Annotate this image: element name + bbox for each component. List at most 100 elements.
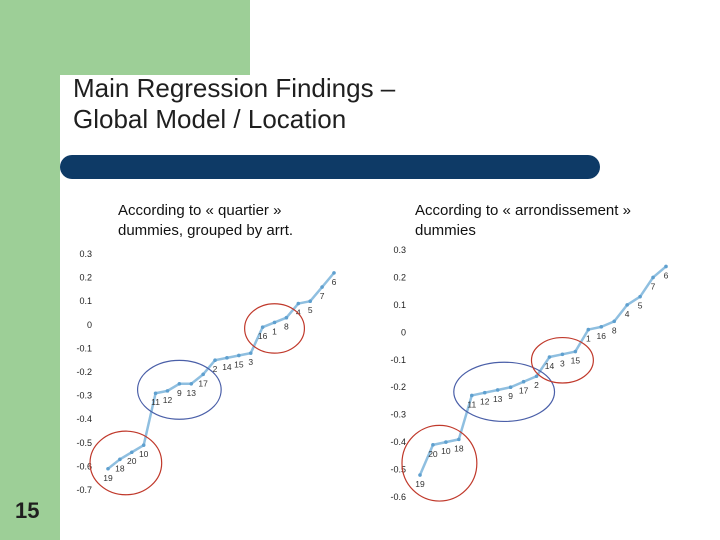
right-chart-point-label: 7 <box>651 281 656 291</box>
right-chart-data-point <box>431 443 435 447</box>
right-chart-data-point <box>638 294 642 299</box>
left-chart-data-point <box>129 450 134 455</box>
right-chart-data-point <box>534 374 539 379</box>
right-chart-point-label: 12 <box>480 397 490 407</box>
decorative-green-block <box>0 0 250 75</box>
right-chart-point-label: 4 <box>625 309 630 319</box>
left-chart-point-label: 16 <box>258 331 268 341</box>
left-chart-y-tick-label: -0.1 <box>76 343 92 353</box>
left-chart-point-label: 8 <box>284 322 289 332</box>
left-chart-data-point <box>296 301 301 306</box>
right-chart-heading: According to « arrondissement » dummies <box>415 201 631 241</box>
left-chart-data-point <box>237 353 241 358</box>
right-chart-data-point <box>457 437 461 442</box>
right-chart-point-label: 18 <box>454 443 464 453</box>
right-chart-highlight-ellipse <box>530 336 594 384</box>
left-chart-point-label: 5 <box>308 305 313 315</box>
slide-number: 15 <box>15 498 40 523</box>
left-chart-data-point <box>201 372 205 377</box>
left-chart-data-point <box>225 356 229 360</box>
right-chart-data-point <box>573 349 578 354</box>
right-chart-data-point <box>599 325 604 329</box>
left-chart-data-point <box>332 271 336 275</box>
right-chart-y-tick-label: -0.4 <box>390 437 406 447</box>
left-chart-point-label: 9 <box>177 388 182 398</box>
right-chart-data-point <box>482 390 487 395</box>
right-chart-y-tick-label: 0.3 <box>393 245 406 255</box>
right-chart-point-label: 19 <box>415 479 425 489</box>
right-chart-y-tick-label: -0.2 <box>390 382 406 392</box>
left-chart-point-label: 6 <box>332 277 337 287</box>
right-chart-data-point <box>444 440 448 444</box>
right-chart-y-tick-label: -0.5 <box>390 465 406 475</box>
right-chart-point-label: 16 <box>597 331 607 341</box>
right-chart-data-point <box>521 379 526 384</box>
left-chart-point-label: 10 <box>139 449 149 459</box>
left-chart-y-tick-label: -0.2 <box>76 367 92 377</box>
right-chart-point-label: 17 <box>519 386 529 396</box>
left-chart-y-tick-label: -0.4 <box>76 414 92 424</box>
right-chart-point-label: 9 <box>508 391 513 401</box>
right-chart-data-point <box>651 275 655 280</box>
left-chart-y-tick-label: -0.3 <box>76 391 92 401</box>
left-chart-data-point <box>248 351 253 355</box>
left-chart-highlight-ellipse <box>89 430 163 496</box>
slide-title-line-1: Main Regression Findings – <box>73 73 396 103</box>
left-chart-data-point <box>177 382 182 386</box>
slide-title-line-2: Global Model / Location <box>73 104 347 134</box>
right-chart-point-label: 10 <box>441 446 451 456</box>
left-chart-point-label: 15 <box>234 359 244 369</box>
left-chart-point-label: 11 <box>151 397 160 407</box>
right-chart-point-label: 2 <box>534 380 539 390</box>
right-chart-data-point <box>560 352 565 357</box>
right-chart-point-label: 14 <box>545 361 555 371</box>
right-chart-point-label: 20 <box>428 449 438 459</box>
right-chart-data-point <box>586 327 591 332</box>
left-chart-data-point <box>189 382 194 386</box>
left-chart-data-point <box>118 457 122 462</box>
left-chart-point-label: 20 <box>127 456 137 466</box>
left-chart-point-label: 2 <box>213 364 218 374</box>
left-chart-heading-line-1: According to « quartier » <box>118 202 282 219</box>
left-chart-y-tick-label: 0.1 <box>79 296 92 306</box>
right-chart-point-label: 6 <box>664 270 669 280</box>
left-chart-data-point <box>284 315 289 320</box>
right-chart-y-tick-label: 0.1 <box>393 300 406 310</box>
left-chart-data-point <box>320 285 324 289</box>
left-chart-y-tick-label: 0 <box>87 320 92 330</box>
left-chart-point-label: 17 <box>198 378 208 388</box>
right-chart-heading-line-1: According to « arrondissement » <box>415 202 631 219</box>
left-chart-series-line <box>107 272 335 470</box>
left-chart-point-label: 18 <box>115 463 125 473</box>
right-chart-data-point <box>508 385 513 390</box>
left-chart-y-tick-label: 0.2 <box>79 273 92 283</box>
left-chart-point-label: 19 <box>103 473 113 483</box>
right-chart-y-tick-label: -0.3 <box>390 410 406 420</box>
left-chart-data-point <box>213 358 217 363</box>
left-chart-point-label: 4 <box>296 308 301 318</box>
left-chart-y-tick-label: 0.3 <box>79 249 92 259</box>
right-chart-point-label: 13 <box>493 394 503 404</box>
right-chart-point-label: 15 <box>571 356 581 366</box>
right-chart-highlight-ellipse <box>453 361 556 423</box>
right-chart-data-point <box>469 393 474 398</box>
left-chart-point-label: 1 <box>272 326 277 336</box>
right-chart-point-label: 1 <box>586 334 591 344</box>
left-chart-data-point <box>153 391 158 396</box>
left-chart-data-point <box>260 325 265 329</box>
right-chart-data-point <box>664 264 668 269</box>
left-chart-data-point <box>106 466 110 471</box>
right-chart-y-tick-label: 0.2 <box>393 272 406 282</box>
right-chart-data-point <box>418 473 422 477</box>
left-chart-data-point <box>165 389 170 393</box>
slide-title: Main Regression Findings – Global Model … <box>73 73 395 135</box>
left-chart-y-tick-label: -0.5 <box>76 438 92 448</box>
left-chart-heading: According to « quartier » dummies, group… <box>118 201 293 241</box>
right-chart-y-tick-label: -0.1 <box>390 355 406 365</box>
right-chart-heading-line-2: dummies <box>415 222 476 239</box>
left-chart-point-label: 12 <box>163 395 173 405</box>
right-chart-highlight-ellipse <box>401 424 478 502</box>
title-underline-bar <box>60 155 600 179</box>
left-chart-data-point <box>272 320 277 325</box>
